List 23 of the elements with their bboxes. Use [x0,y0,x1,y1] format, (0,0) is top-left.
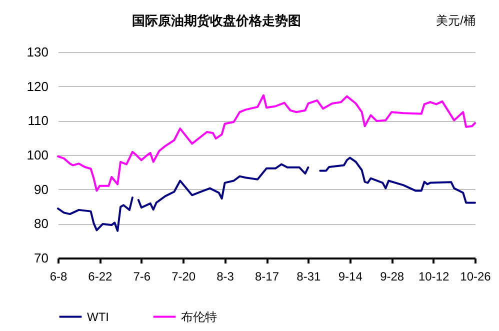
y-tick-label: 100 [26,148,48,162]
x-tick-label: 7-6 [133,270,151,284]
x-tick-label: 8-17 [254,270,280,284]
y-tick-label: 110 [28,113,48,128]
x-tick-label: 7-20 [172,270,196,284]
y-tick-label: 70 [34,250,48,266]
x-tick-label: 10-26 [460,270,492,284]
y-tick-label: 90 [34,182,48,197]
x-tick-label: 9-14 [338,270,363,284]
y-tick-label: 80 [34,216,48,232]
x-tick-label: 9-28 [380,270,404,284]
x-tick-label: 8-31 [296,270,322,284]
y-tick-label: 120 [26,78,48,94]
y-axis-title: 美元/桶 [436,14,476,28]
x-tick-label: 10-12 [418,270,450,284]
x-tick-label: 6-22 [88,270,113,284]
line-series [57,94,476,192]
chart-title: 国际原油期货收盘价格走势图 [132,13,301,28]
legend-label: 布伦特 [181,310,217,324]
x-tick-label: 8-3 [216,270,234,284]
x-tick-label: 6-8 [50,270,68,284]
legend-label: WTI [87,310,109,324]
y-tick-label: 130 [26,44,48,60]
